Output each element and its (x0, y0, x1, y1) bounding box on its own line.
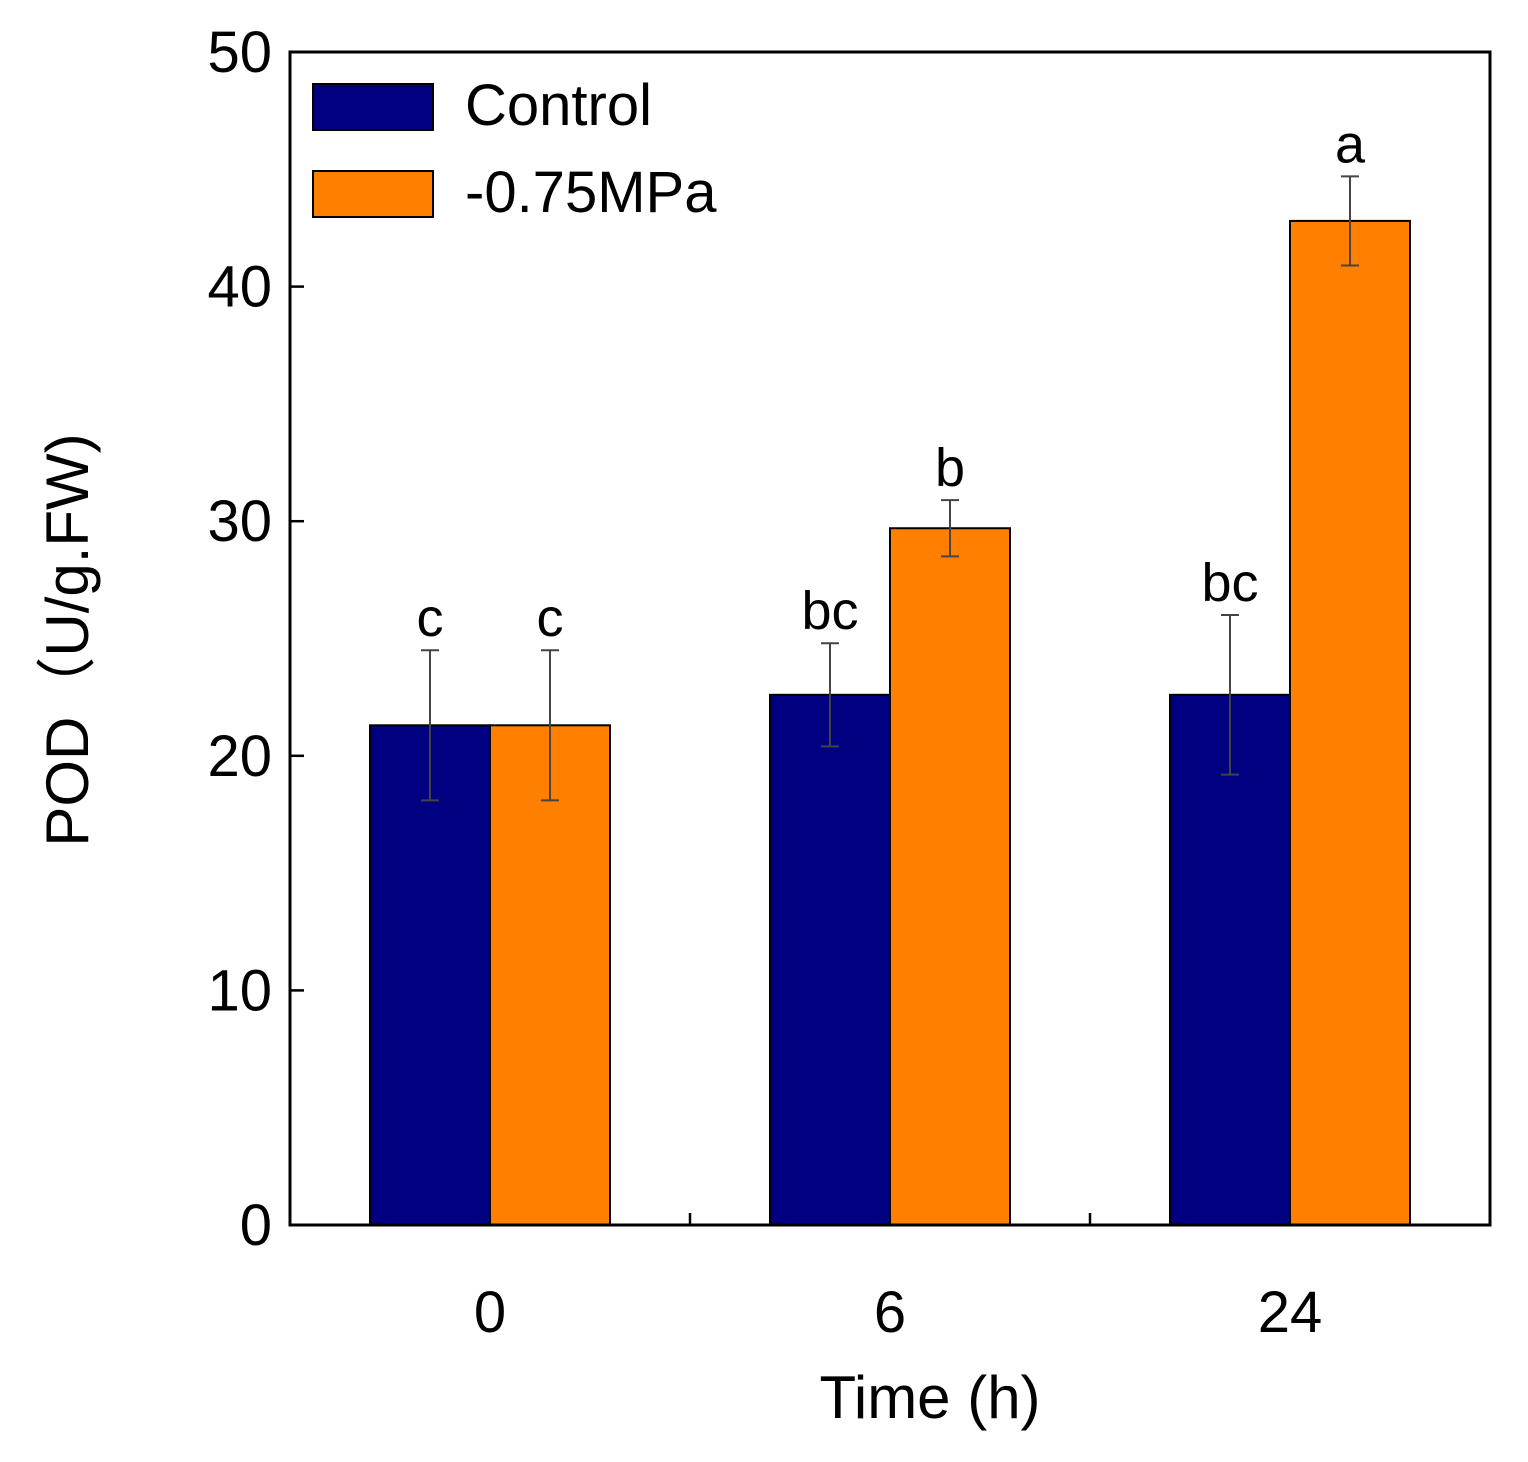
significance-label: a (1335, 114, 1366, 174)
y-tick-label: 0 (240, 1193, 272, 1258)
error-bars-layer (421, 175, 1359, 802)
significance-labels-layer: c c bc b bc a (417, 114, 1366, 648)
y-tick-label: 30 (207, 489, 272, 554)
y-axis-title: POD（U/g.FW) (34, 433, 101, 846)
legend-swatch-treatment (312, 170, 434, 218)
y-axis-ticks: 0 10 20 30 40 50 (207, 20, 304, 1258)
x-tick-label: 24 (1258, 1280, 1323, 1345)
x-axis-title: Time (h) (819, 1364, 1040, 1431)
bar-treatment (489, 724, 611, 1226)
x-axis-ticks: 0 6 24 (474, 1213, 1322, 1345)
legend-label-treatment: -0.75MPa (465, 160, 717, 225)
legend-label-control: Control (465, 73, 652, 138)
legend: Control -0.75MPa (312, 73, 717, 225)
bar-treatment (1289, 219, 1411, 1227)
significance-label: c (537, 588, 564, 648)
significance-label: bc (1201, 553, 1258, 613)
significance-label: bc (801, 581, 858, 641)
y-tick-label: 20 (207, 724, 272, 789)
bar-control (369, 724, 491, 1226)
axes-layer (288, 50, 1492, 1227)
bar-control (769, 693, 891, 1226)
plot-frame (288, 50, 1492, 1227)
bar-treatment (889, 527, 1011, 1226)
x-tick-label: 6 (874, 1280, 906, 1345)
legend-swatch-control (312, 83, 434, 131)
significance-label: b (935, 438, 965, 498)
y-tick-label: 10 (207, 958, 272, 1023)
y-tick-label: 50 (207, 20, 272, 85)
x-tick-label: 0 (474, 1280, 506, 1345)
bars-layer (369, 219, 1411, 1227)
y-tick-label: 40 (207, 255, 272, 320)
significance-label: c (417, 588, 444, 648)
